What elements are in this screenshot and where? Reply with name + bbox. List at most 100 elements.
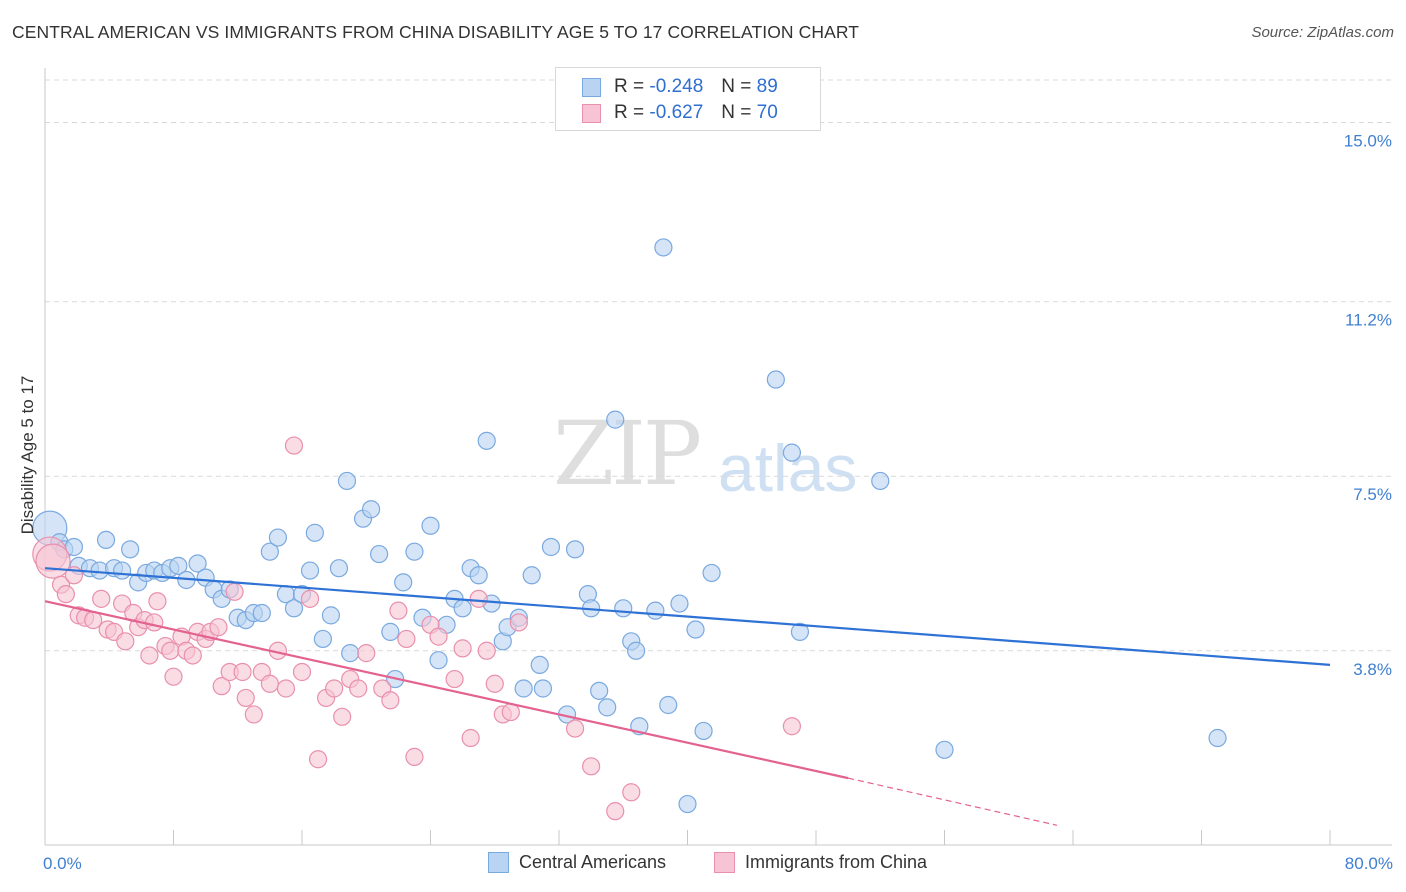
y-tick-label: 7.5% [1353, 485, 1392, 504]
n-value: 89 [756, 76, 778, 97]
immigrants-china-point [292, 662, 312, 682]
central-americans-point [469, 566, 488, 585]
central-americans-point [305, 523, 324, 542]
central-americans-point [686, 620, 705, 639]
x-tick-label: 0.0% [43, 854, 82, 873]
immigrants-china-point [445, 669, 464, 689]
central-americans-point [405, 542, 424, 561]
central-americans-point [626, 641, 646, 660]
immigrants-china-point [509, 613, 528, 632]
immigrants-china-point [357, 644, 376, 663]
central-americans-point [96, 530, 116, 550]
legend-label: Immigrants from China [745, 852, 928, 872]
central-americans-point [329, 559, 349, 578]
correlation-legend: R = -0.248 N = 89 R = -0.627 N = 70 [555, 67, 821, 131]
immigrants-china-point [622, 783, 641, 802]
central-americans-point [541, 537, 561, 557]
central-americans-trendline [44, 567, 1331, 667]
central-americans-point [321, 606, 341, 625]
immigrants-china-point [461, 728, 480, 748]
central-americans-point [782, 443, 802, 462]
immigrants-china-point [148, 592, 167, 611]
central-americans-point [421, 516, 440, 535]
central-americans-point [678, 794, 697, 814]
central-americans-point [361, 500, 381, 519]
immigrants-china-point [260, 674, 279, 693]
y-axis-label: Disability Age 5 to 17 [18, 375, 37, 535]
central-americans-point [268, 528, 288, 547]
immigrants-china-point [405, 747, 424, 766]
immigrants-china-point [477, 641, 496, 660]
immigrants-china-point [389, 601, 408, 620]
central-americans-point [606, 410, 625, 429]
watermark-zip: ZIP [553, 402, 702, 505]
central-americans-point [702, 563, 721, 583]
immigrants-china-point [164, 667, 183, 686]
central-americans-point [646, 601, 665, 620]
central-americans-point [429, 651, 448, 670]
immigrants-china-point [35, 543, 71, 579]
r-label: R = [614, 76, 645, 97]
central-americans-point [614, 599, 633, 618]
series-legend: Central Americans Immigrants from China [0, 852, 1406, 878]
immigrants-china-point [284, 436, 304, 455]
r-value: -0.627 [649, 102, 704, 123]
n-label: N = [721, 76, 752, 97]
central-americans-point [284, 599, 304, 618]
central-americans-point [169, 556, 188, 575]
trend-layer [44, 567, 1331, 826]
r-value: -0.248 [649, 76, 704, 97]
central-americans-point [514, 679, 533, 698]
legend-item-central-americans: Central Americans [488, 852, 666, 873]
central-americans-point [522, 566, 541, 585]
immigrants-china-point [349, 679, 368, 698]
central-americans-point [530, 655, 549, 675]
immigrants-china-point [161, 641, 180, 660]
central-americans-point [300, 561, 320, 580]
legend-swatch-blue [582, 77, 601, 97]
immigrants-china-trendline-extension [847, 777, 1058, 826]
immigrants-china-point [565, 719, 585, 738]
central-americans-point [394, 573, 413, 592]
immigrants-china-point [209, 618, 228, 637]
tick-label-layer: 3.8% 7.5% 11.2% 15.0% 0.0% 80.0% [43, 131, 1393, 873]
central-americans-point [252, 603, 271, 623]
immigrants-china-point [225, 582, 244, 601]
immigrants-china-point [276, 679, 296, 698]
legend-swatch-pink [714, 852, 735, 873]
central-americans-point [670, 594, 689, 613]
immigrants-china-point [325, 679, 344, 698]
watermark-atlas: atlas [718, 431, 858, 505]
y-tick-label: 11.2% [1345, 311, 1392, 330]
legend-label: Central Americans [519, 852, 667, 872]
central-americans-point [112, 561, 132, 580]
central-americans-point [477, 431, 496, 450]
immigrants-china-point [782, 717, 802, 736]
immigrants-china-point [116, 632, 135, 651]
legend-row-central-americans: R = -0.248 N = 89 [582, 75, 778, 99]
immigrants-china-point [453, 639, 472, 658]
immigrants-china-point [397, 629, 416, 649]
central-americans-point [533, 679, 553, 698]
immigrants-china-point [333, 707, 352, 726]
legend-row-immigrants-china: R = -0.627 N = 70 [582, 101, 778, 125]
central-americans-point [590, 681, 609, 700]
x-tick-label: 80.0% [1345, 854, 1393, 873]
immigrants-china-point [429, 627, 448, 646]
central-americans-point [381, 622, 400, 641]
y-tick-label: 15.0% [1344, 131, 1392, 150]
immigrants-china-point [140, 646, 159, 665]
immigrants-china-point [582, 757, 601, 776]
r-label: R = [614, 102, 645, 123]
central-americans-point [453, 599, 472, 618]
central-americans-point [790, 622, 810, 641]
central-americans-point [935, 740, 954, 759]
central-americans-point [121, 540, 140, 559]
immigrants-china-point [606, 802, 625, 821]
central-americans-point [659, 695, 678, 715]
central-americans-point [654, 238, 673, 257]
central-americans-point [598, 698, 617, 717]
grid-layer [45, 79, 1392, 652]
immigrants-china-point [469, 589, 488, 608]
